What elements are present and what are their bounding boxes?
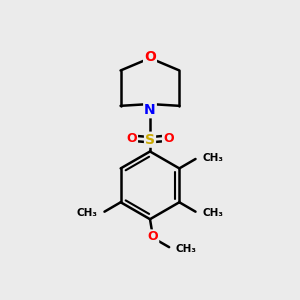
Text: O: O bbox=[163, 132, 174, 145]
Text: CH₃: CH₃ bbox=[176, 244, 197, 254]
Text: CH₃: CH₃ bbox=[203, 152, 224, 163]
Text: N: N bbox=[144, 103, 156, 117]
Text: CH₃: CH₃ bbox=[76, 208, 97, 218]
Text: O: O bbox=[126, 132, 137, 145]
Text: O: O bbox=[148, 230, 158, 243]
Text: S: S bbox=[145, 133, 155, 147]
Text: CH₃: CH₃ bbox=[203, 208, 224, 218]
Text: O: O bbox=[144, 50, 156, 64]
